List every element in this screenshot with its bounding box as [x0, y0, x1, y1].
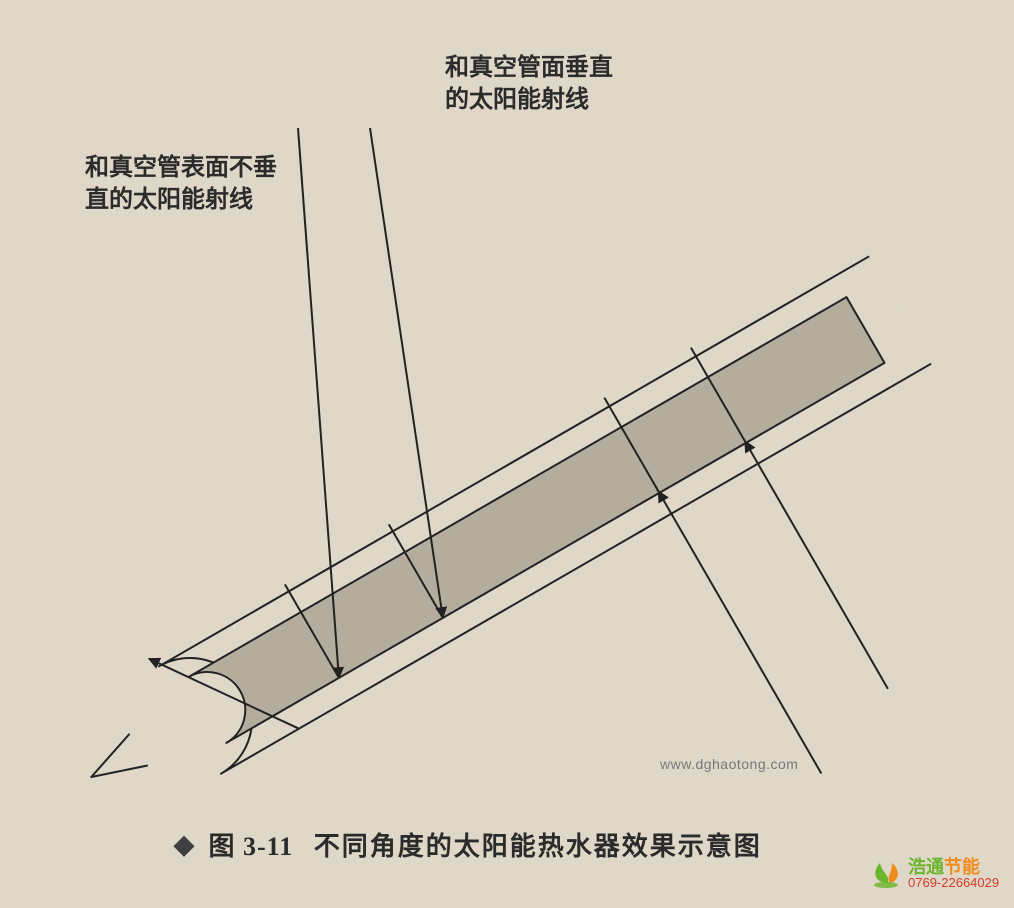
watermark-url: www.dghaotong.com: [660, 756, 798, 772]
brand-leaf-icon: [868, 859, 902, 889]
diagram-canvas: [0, 0, 1014, 908]
caption-diamond-icon: ◆: [174, 830, 194, 860]
figure-caption: ◆ 图 3-11 不同角度的太阳能热水器效果示意图: [174, 826, 762, 863]
brand-block: 浩通节能 0769-22664029: [868, 858, 999, 889]
label-right-rays: 和真空管面垂直 的太阳能射线: [445, 52, 613, 117]
brand-tel: 0769-22664029: [908, 876, 999, 889]
brand-cn-text: 浩通节能: [908, 858, 999, 876]
label-left-rays: 和真空管表面不垂 直的太阳能射线: [85, 152, 277, 217]
figure-title: 不同角度的太阳能热水器效果示意图: [314, 832, 762, 861]
figure-number: 图 3-11: [209, 832, 294, 861]
